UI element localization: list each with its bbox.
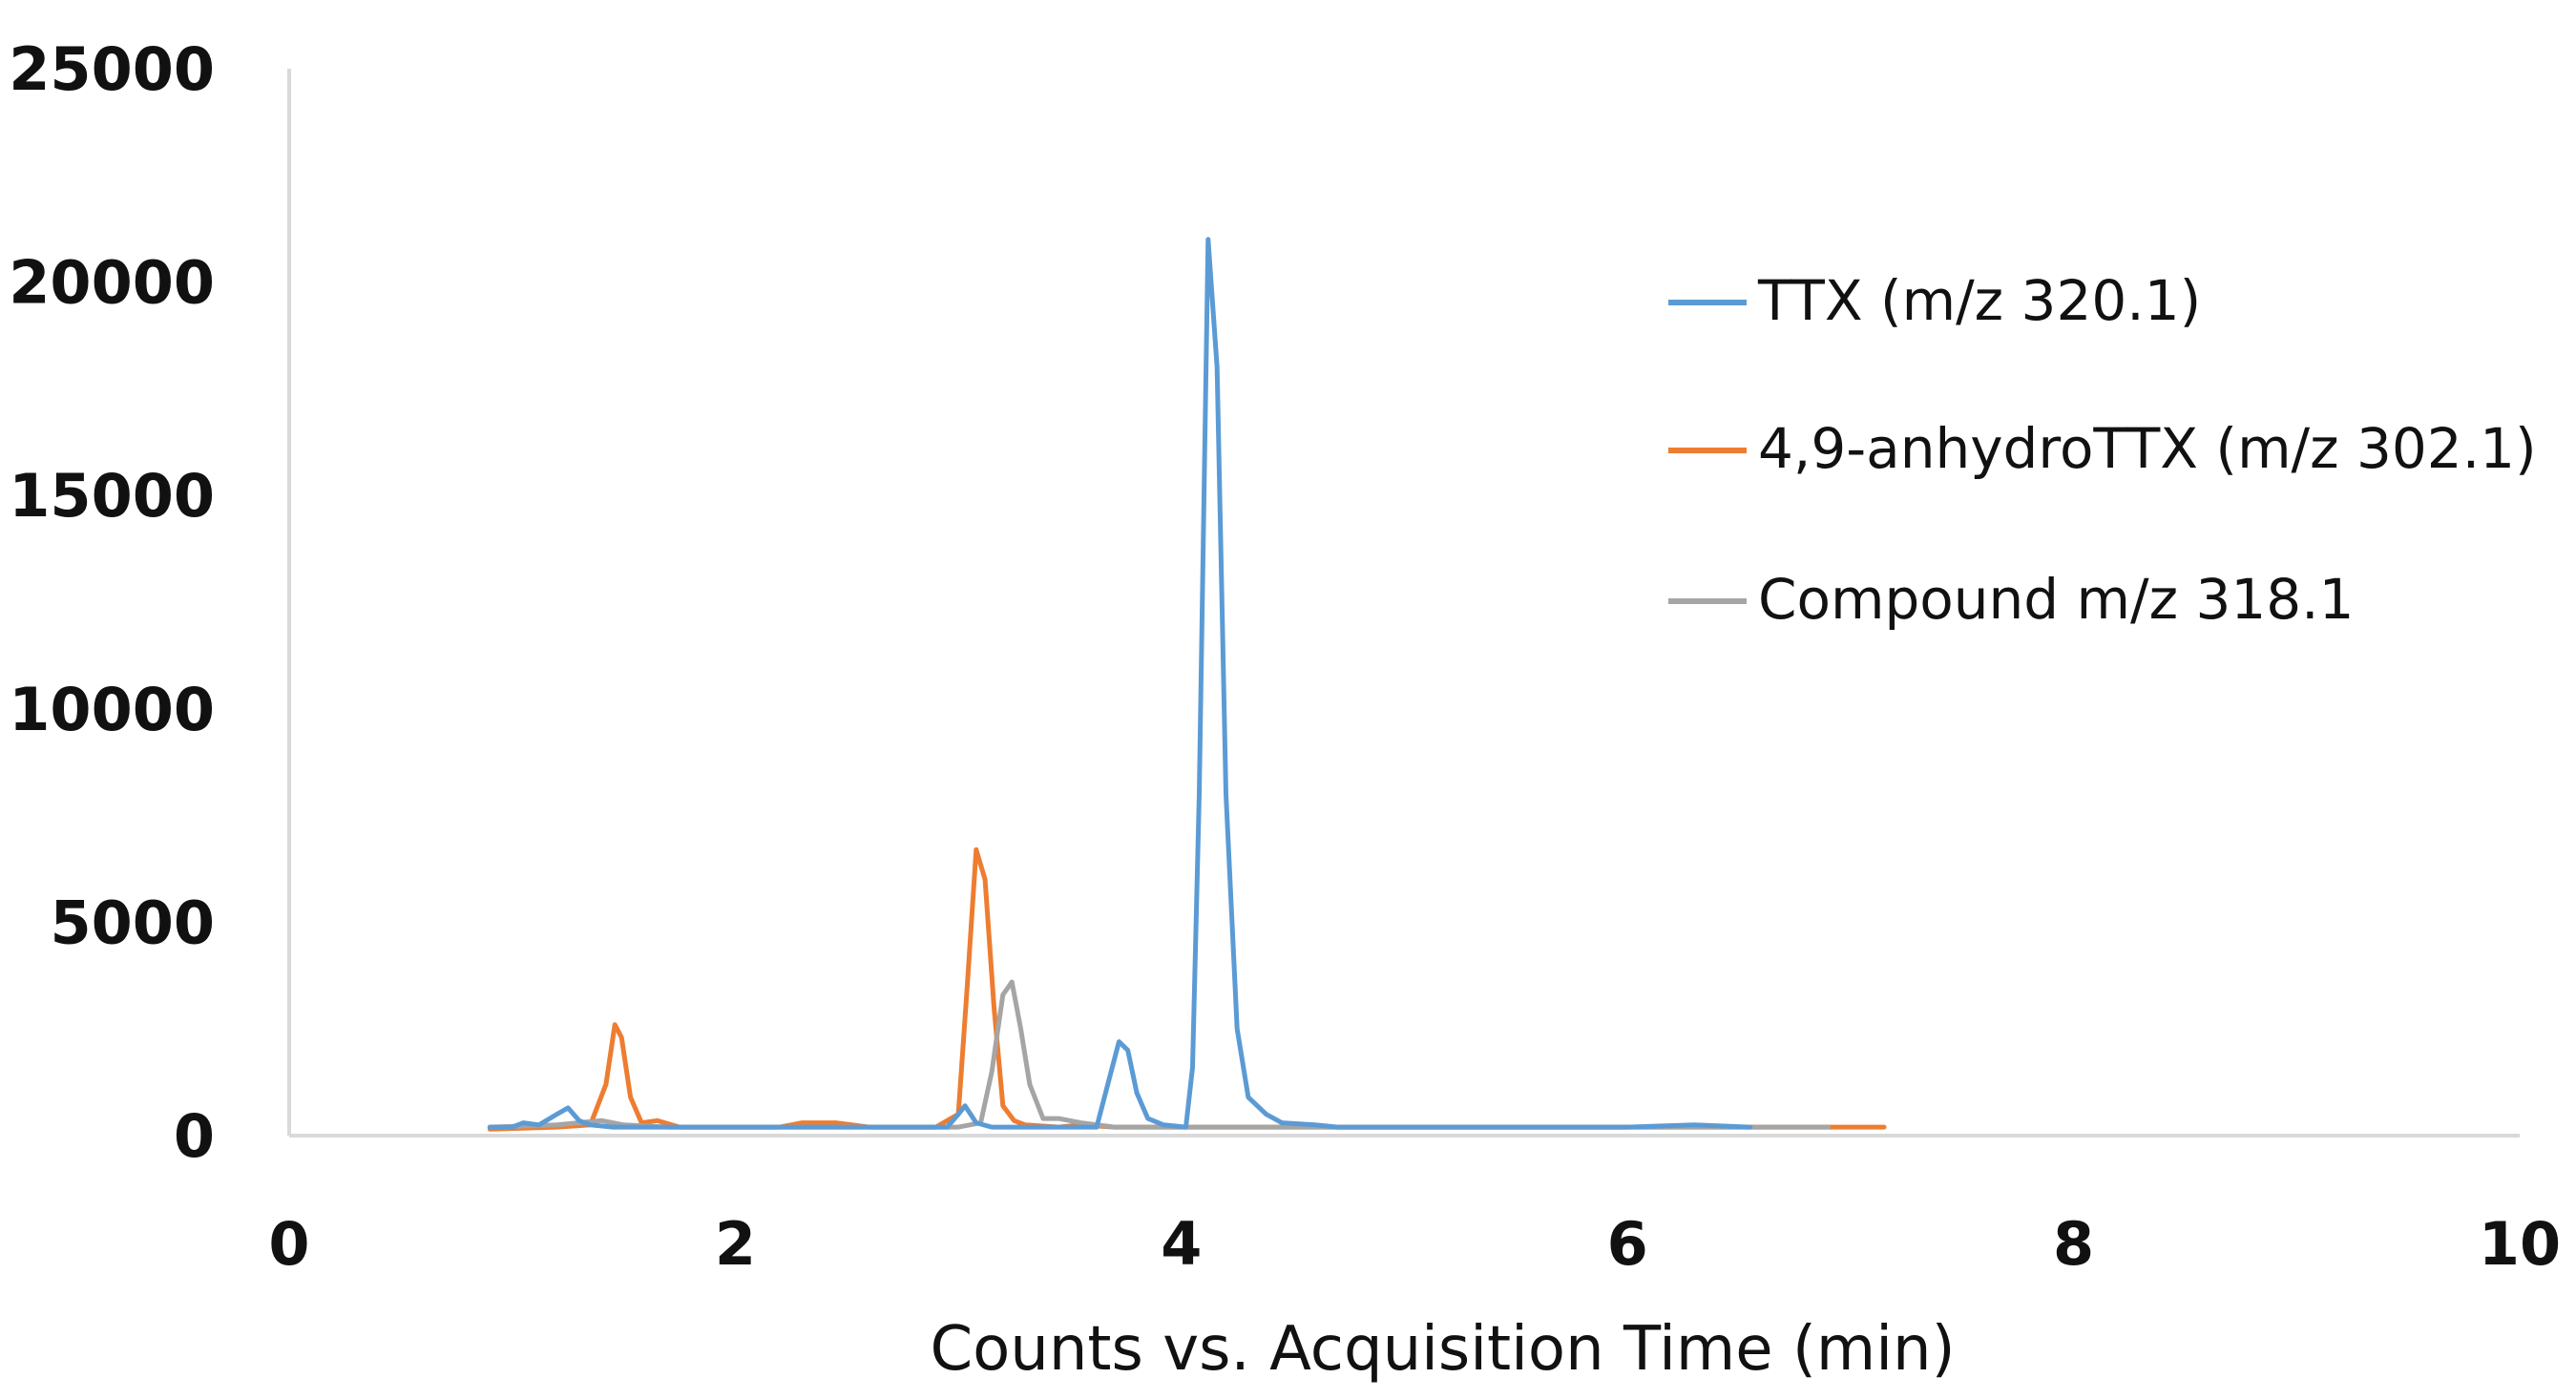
x-tick-label: 6 (1607, 1209, 1648, 1279)
x-tick-label: 10 (2479, 1209, 2561, 1279)
x-tick-label: 8 (2053, 1209, 2094, 1279)
x-axis-ticks: 0 2 4 6 8 10 (268, 1209, 2561, 1279)
y-tick-label: 15000 (9, 461, 215, 531)
legend-label-2: Compound m/z 318.1 (1758, 567, 2355, 632)
x-axis-label: Counts vs. Acquisition Time (min) (930, 1314, 1955, 1385)
y-tick-label: 5000 (50, 887, 215, 957)
x-tick-label: 2 (715, 1209, 756, 1279)
series-line-0 (487, 237, 1753, 1130)
legend-label-0: TTX (m/z 320.1) (1757, 268, 2201, 333)
y-tick-label: 10000 (9, 675, 215, 744)
x-tick-label: 0 (268, 1209, 309, 1279)
series-line-2 (487, 979, 1831, 1130)
series-layer (487, 237, 1887, 1132)
x-tick-label: 4 (1161, 1209, 1202, 1279)
y-tick-label: 20000 (9, 248, 215, 318)
y-tick-label: 0 (174, 1101, 215, 1171)
legend: TTX (m/z 320.1) 4,9-anhydroTTX (m/z 302.1… (1668, 268, 2537, 632)
series-line-1 (487, 846, 1887, 1132)
legend-label-1: 4,9-anhydroTTX (m/z 302.1) (1758, 416, 2537, 481)
y-tick-label: 25000 (9, 34, 215, 104)
y-axis-ticks: 0 5000 10000 15000 20000 25000 (9, 34, 215, 1171)
